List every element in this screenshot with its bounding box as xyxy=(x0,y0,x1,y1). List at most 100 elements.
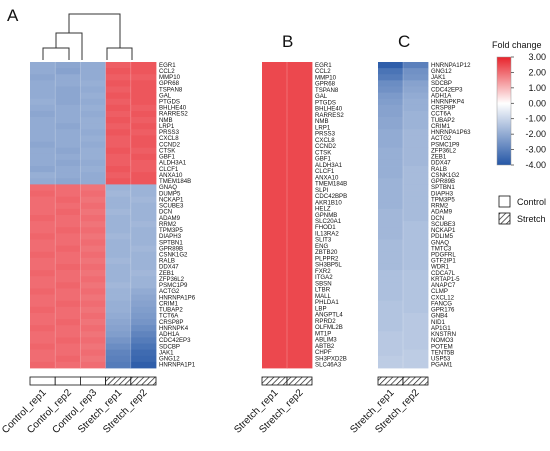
heatmap-cell xyxy=(403,221,429,228)
heatmap-cell xyxy=(287,324,313,331)
panel-letter-c: C xyxy=(398,32,410,51)
heatmap-cell xyxy=(30,123,56,130)
group-annotation-cell xyxy=(402,376,429,386)
gene-label: HNRNPA1P6 xyxy=(159,294,196,301)
heatmap-cell xyxy=(262,149,288,157)
heatmap-cell xyxy=(262,136,288,144)
heatmap-cell xyxy=(105,80,132,87)
heatmap-cell xyxy=(287,343,313,350)
gene-label: ZEB1 xyxy=(159,270,175,277)
heatmap-cell xyxy=(80,166,106,173)
gene-label: ADH1A xyxy=(431,92,452,99)
heatmap-cell xyxy=(55,129,81,136)
gene-label: IL13RA2 xyxy=(315,230,339,237)
heatmap-cell xyxy=(262,74,288,82)
heatmap-cell xyxy=(105,98,132,106)
heatmap-cell xyxy=(403,141,429,149)
gene-label: PRSS3 xyxy=(159,129,180,136)
heatmap-cell xyxy=(80,349,106,357)
heatmap-cell xyxy=(403,355,429,363)
heatmap-cell xyxy=(262,268,288,275)
heatmap-cell xyxy=(80,300,106,308)
heatmap-cell xyxy=(55,68,81,75)
gene-label: ANAPC7 xyxy=(431,282,456,289)
heatmap-cell xyxy=(262,343,288,350)
gene-label: ANXA10 xyxy=(159,172,183,179)
gene-label: FXR2 xyxy=(315,268,331,275)
heatmap-cell xyxy=(403,147,429,155)
heatmap-cell xyxy=(55,251,81,259)
heatmap-cell xyxy=(30,270,56,277)
heatmap-cell xyxy=(378,208,404,216)
heatmap-cell xyxy=(378,166,404,173)
gene-label: KRTAP1-5 xyxy=(431,276,460,283)
heatmap-cell xyxy=(130,319,157,326)
heatmap-cell xyxy=(287,186,313,194)
gene-label: CCND2 xyxy=(159,141,181,148)
heatmap-cell xyxy=(105,178,132,185)
heatmap-cell xyxy=(262,199,288,207)
heatmap-cell xyxy=(287,74,313,82)
heatmap-cell xyxy=(130,196,157,204)
heatmap-cell xyxy=(287,293,313,300)
heatmap-cell xyxy=(30,62,56,69)
gene-label: TPM3P5 xyxy=(159,227,183,234)
heatmap-cell xyxy=(403,62,429,69)
heatmap-cell xyxy=(262,143,288,150)
gene-label: WDR1 xyxy=(431,264,450,271)
legend-tick-label: 1.00 xyxy=(528,83,546,93)
heatmap-cell xyxy=(130,172,157,179)
gene-label: PSMC1P9 xyxy=(159,282,188,289)
heatmap-cell xyxy=(403,129,429,136)
heatmap-cell xyxy=(130,331,157,338)
heatmap-cell xyxy=(262,105,288,113)
heatmap-cell xyxy=(105,349,132,357)
heatmap-cell xyxy=(55,343,81,351)
gene-label: DCN xyxy=(159,209,172,216)
legend-control-label: Control xyxy=(517,197,546,207)
heatmap-cell xyxy=(287,205,313,213)
heatmap-cell xyxy=(378,159,404,167)
heatmap-cell xyxy=(80,282,106,289)
heatmap-cell xyxy=(130,117,157,124)
gene-label: ZEB1 xyxy=(431,154,447,161)
heatmap-cell xyxy=(403,288,429,295)
heatmap-cell xyxy=(130,62,157,69)
heatmap-cell xyxy=(262,186,288,194)
heatmap-cell xyxy=(55,74,81,81)
heatmap-cell xyxy=(105,141,132,149)
legend-tick-label: -4.00 xyxy=(525,160,546,170)
gene-label: PDGFRL xyxy=(431,251,456,258)
heatmap-cell xyxy=(55,270,81,277)
heatmap-cell xyxy=(105,282,132,289)
heatmap-cell xyxy=(130,153,157,161)
gene-label: CLCF1 xyxy=(315,168,335,175)
heatmap-cell xyxy=(55,202,81,210)
heatmap-cell xyxy=(403,325,429,332)
gene-label: PGAM1 xyxy=(431,362,453,369)
heatmap-cell xyxy=(80,343,106,351)
heatmap-cell xyxy=(378,117,404,124)
gene-label: SLIT3 xyxy=(315,237,332,244)
heatmap-cell xyxy=(130,104,157,112)
heatmap-cell xyxy=(105,245,132,253)
gene-label: NCKAP1 xyxy=(431,227,456,234)
heatmap-cell xyxy=(105,270,132,277)
heatmap-cell xyxy=(287,118,313,125)
gene-label: SLPI xyxy=(315,187,329,194)
gene-label: AKR1B10 xyxy=(315,199,342,206)
gene-label: GPR89B xyxy=(159,245,183,252)
heatmap-cell xyxy=(130,239,157,246)
heatmap-cell xyxy=(403,123,429,130)
heatmap-cell xyxy=(80,104,106,112)
group-annotation-cell xyxy=(54,376,81,386)
heatmap-cell xyxy=(55,104,81,112)
heatmap-cell xyxy=(105,86,132,93)
heatmap-cell xyxy=(378,355,404,363)
heatmap-cell xyxy=(80,355,106,363)
legend-stretch-label: Stretch xyxy=(517,214,546,224)
legend-title: Fold change xyxy=(492,40,542,50)
heatmap-cell xyxy=(80,325,106,332)
heatmap-cell xyxy=(262,86,288,94)
heatmap-cell xyxy=(378,221,404,228)
